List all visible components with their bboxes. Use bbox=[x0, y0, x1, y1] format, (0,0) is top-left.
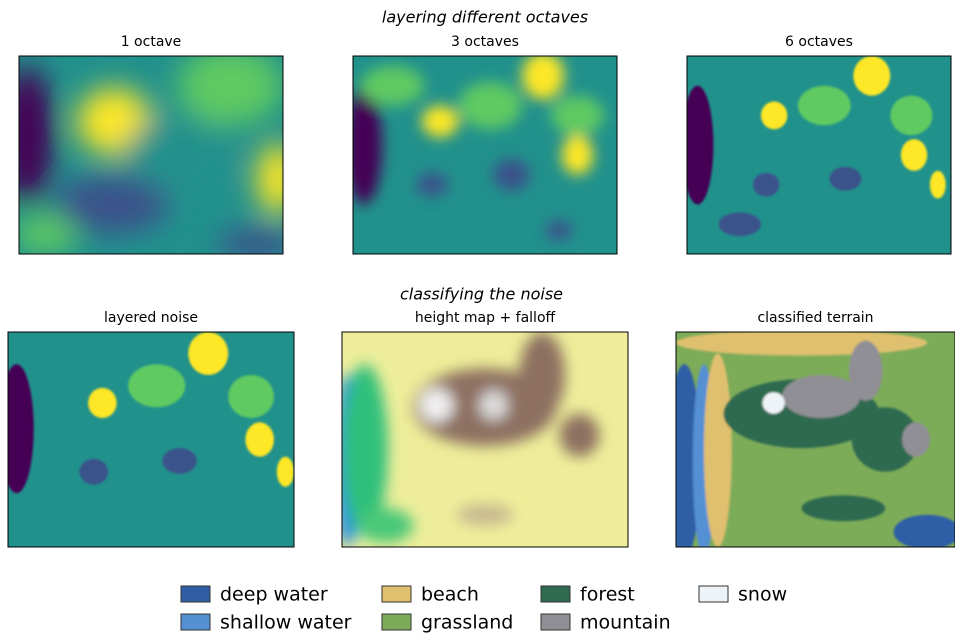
figure: layering different octaves 1 octave 3 octa… bbox=[0, 0, 955, 634]
panel-title: 1 octave bbox=[121, 34, 182, 50]
noise-blob bbox=[830, 167, 862, 191]
noise-blob bbox=[546, 220, 572, 240]
noise-blob bbox=[551, 96, 604, 136]
noise-blob bbox=[14, 214, 77, 254]
legend-swatch bbox=[382, 586, 411, 602]
image-panel bbox=[1, 46, 299, 260]
noise-blob bbox=[719, 212, 761, 236]
panel-title: layered noise bbox=[104, 310, 198, 326]
noise-blob bbox=[479, 390, 508, 420]
noise-blob bbox=[802, 495, 886, 521]
panel-title: height map + falloff bbox=[415, 310, 556, 326]
section-title: layering different octaves bbox=[382, 8, 588, 27]
image-panel bbox=[333, 332, 628, 547]
legend-swatch bbox=[699, 586, 728, 602]
noise-blob bbox=[930, 171, 946, 199]
noise-blob bbox=[676, 330, 927, 356]
noise-blob bbox=[128, 364, 185, 407]
noise-blob bbox=[753, 173, 779, 197]
noise-blob bbox=[456, 504, 513, 526]
noise-blob bbox=[682, 86, 714, 205]
noise-blob bbox=[798, 86, 851, 126]
noise-blob bbox=[422, 106, 459, 138]
noise-blob bbox=[559, 414, 599, 457]
noise-blob bbox=[522, 52, 564, 100]
panel-title: 6 octaves bbox=[785, 34, 853, 50]
noise-blob bbox=[245, 422, 274, 456]
noise-blob bbox=[902, 422, 930, 456]
legend-label: forest bbox=[580, 584, 635, 606]
legend-label: snow bbox=[738, 584, 787, 606]
noise-blob bbox=[345, 86, 382, 205]
legend-label: deep water bbox=[220, 584, 328, 606]
noise-blob bbox=[849, 341, 882, 401]
noise-blob bbox=[853, 56, 890, 96]
legend-label: beach bbox=[421, 584, 479, 606]
image-panel bbox=[682, 56, 951, 254]
noise-blob bbox=[901, 139, 927, 171]
image-panel bbox=[345, 52, 617, 254]
noise-blob bbox=[177, 46, 283, 125]
noise-blob bbox=[704, 354, 732, 548]
noise-blob bbox=[419, 388, 453, 422]
noise-blob bbox=[416, 173, 448, 197]
noise-blob bbox=[188, 332, 228, 375]
legend-swatch bbox=[541, 614, 570, 630]
noise-blob bbox=[277, 457, 294, 487]
noise-blob bbox=[162, 448, 196, 474]
noise-blob bbox=[228, 375, 274, 418]
image-panel bbox=[0, 332, 294, 547]
noise-blob bbox=[562, 135, 594, 175]
noise-blob bbox=[762, 392, 784, 414]
legend-swatch bbox=[181, 586, 210, 602]
noise-blob bbox=[361, 66, 424, 106]
panel-title: classified terrain bbox=[757, 310, 873, 326]
noise-blob bbox=[493, 159, 530, 191]
noise-blob bbox=[459, 82, 522, 130]
legend-swatch bbox=[541, 586, 570, 602]
image-panel bbox=[668, 330, 955, 558]
legend-label: grassland bbox=[421, 612, 513, 634]
noise-blob bbox=[519, 332, 565, 418]
legend-label: shallow water bbox=[220, 612, 352, 634]
legend-swatch bbox=[382, 614, 411, 630]
legend-swatch bbox=[181, 614, 210, 630]
panel-title: 3 octaves bbox=[451, 34, 519, 50]
noise-blob bbox=[890, 96, 932, 136]
noise-blob bbox=[257, 143, 299, 214]
noise-blob bbox=[1, 66, 54, 205]
noise-blob bbox=[356, 508, 413, 542]
noise-blob bbox=[782, 375, 860, 418]
noise-blob bbox=[88, 388, 117, 418]
noise-blob bbox=[761, 102, 787, 130]
section-title: classifying the noise bbox=[400, 285, 563, 304]
noise-blob bbox=[0, 364, 34, 493]
legend-label: mountain bbox=[580, 612, 671, 634]
noise-blob bbox=[80, 459, 109, 485]
noise-blob bbox=[217, 228, 296, 260]
